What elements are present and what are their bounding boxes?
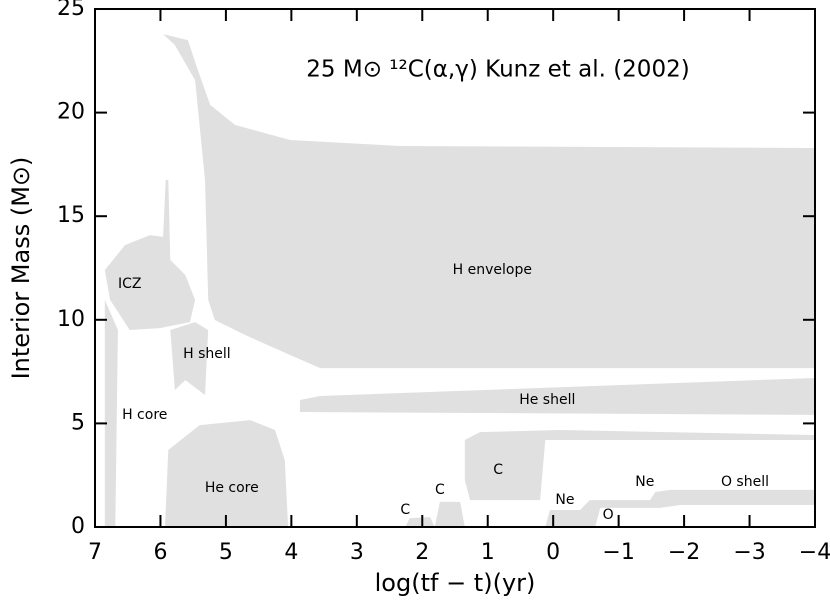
region xyxy=(170,322,209,395)
region-label: O shell xyxy=(721,474,769,490)
region-label: H core xyxy=(122,407,167,423)
x-tick-label: −4 xyxy=(799,540,830,565)
region-label: ICZ xyxy=(118,276,142,292)
x-tick-label: 4 xyxy=(284,540,298,565)
region-label: O xyxy=(603,507,614,523)
y-tick-label: 15 xyxy=(57,203,85,228)
region-label: C xyxy=(400,502,410,518)
region xyxy=(545,489,815,527)
regions xyxy=(104,34,816,527)
chart-title: 25 M⊙ ¹²C(α,γ) Kunz et al. (2002) xyxy=(306,57,689,83)
region xyxy=(163,34,816,369)
x-tick-label: 5 xyxy=(219,540,233,565)
region xyxy=(299,378,815,415)
plot-frame xyxy=(94,8,816,528)
region-label: Ne xyxy=(635,474,654,490)
x-tick-label: 3 xyxy=(350,540,364,565)
region xyxy=(464,430,815,501)
x-tick-label: −3 xyxy=(733,540,765,565)
x-tick-label: −1 xyxy=(602,540,634,565)
x-tick-label: 2 xyxy=(415,540,429,565)
x-tick-label: −2 xyxy=(668,540,700,565)
y-tick-label: 5 xyxy=(71,410,85,435)
region-label: He shell xyxy=(519,392,575,408)
region-label: He core xyxy=(205,480,259,496)
y-tick-label: 10 xyxy=(57,307,85,332)
y-axis-label: Interior Mass (M⊙) xyxy=(7,157,35,380)
y-tick-label: 25 xyxy=(57,0,85,21)
region-label: C xyxy=(435,482,445,498)
region-label: H shell xyxy=(183,346,231,362)
region xyxy=(104,179,196,330)
region-label: H envelope xyxy=(453,262,532,278)
y-tick-label: 0 xyxy=(71,514,85,539)
x-tick-label: 6 xyxy=(153,540,167,565)
x-tick-label: 7 xyxy=(88,540,102,565)
x-tick-label: 1 xyxy=(481,540,495,565)
y-tick-label: 20 xyxy=(57,100,85,125)
region-label: Ne xyxy=(555,492,574,508)
x-tick-label: 0 xyxy=(546,540,560,565)
x-axis-label: log(tf − t)(yr) xyxy=(375,569,536,597)
region xyxy=(104,299,118,527)
region xyxy=(405,517,435,527)
region xyxy=(165,420,289,527)
region-label: C xyxy=(493,462,503,478)
region xyxy=(434,501,465,527)
